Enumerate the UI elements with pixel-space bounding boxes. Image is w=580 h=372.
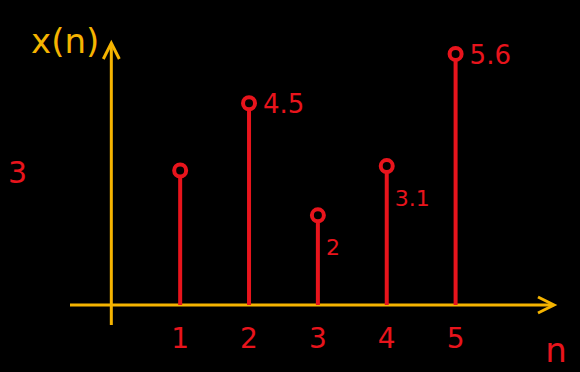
stem bbox=[450, 48, 462, 305]
y-axis-title: x(n) bbox=[31, 21, 99, 61]
x-tick-label: 5 bbox=[447, 322, 465, 355]
x-axis-arrow bbox=[538, 297, 554, 313]
stem-marker bbox=[243, 97, 255, 109]
x-axis-title: n bbox=[545, 330, 567, 370]
stem-line bbox=[454, 60, 458, 305]
x-tick-label: 1 bbox=[171, 322, 189, 355]
stem bbox=[243, 97, 255, 305]
stem-line bbox=[247, 109, 251, 305]
stem bbox=[174, 165, 186, 305]
stem-line bbox=[178, 177, 182, 305]
stem-marker bbox=[174, 165, 186, 177]
x-axis bbox=[70, 304, 552, 307]
stem-marker bbox=[381, 160, 393, 172]
stem bbox=[312, 209, 324, 305]
y-axis bbox=[110, 45, 113, 325]
y-axis-arrow bbox=[103, 43, 119, 59]
stems bbox=[174, 48, 461, 305]
chart: x(n) n 1 2 3 4 5 3 4.5 2 3.1 5.6 bbox=[0, 0, 580, 372]
x-tick-label: 3 bbox=[309, 322, 327, 355]
data-label: 5.6 bbox=[470, 40, 511, 70]
x-tick-label: 4 bbox=[378, 322, 396, 355]
stem bbox=[381, 160, 393, 305]
stem-marker bbox=[450, 48, 462, 60]
data-label: 4.5 bbox=[263, 89, 304, 119]
data-label: 3 bbox=[8, 155, 27, 190]
stem-marker bbox=[312, 209, 324, 221]
stem-line bbox=[316, 221, 320, 305]
data-label: 3.1 bbox=[395, 186, 430, 211]
data-label: 2 bbox=[326, 235, 340, 260]
stem-line bbox=[385, 172, 389, 305]
x-tick-label: 2 bbox=[240, 322, 258, 355]
